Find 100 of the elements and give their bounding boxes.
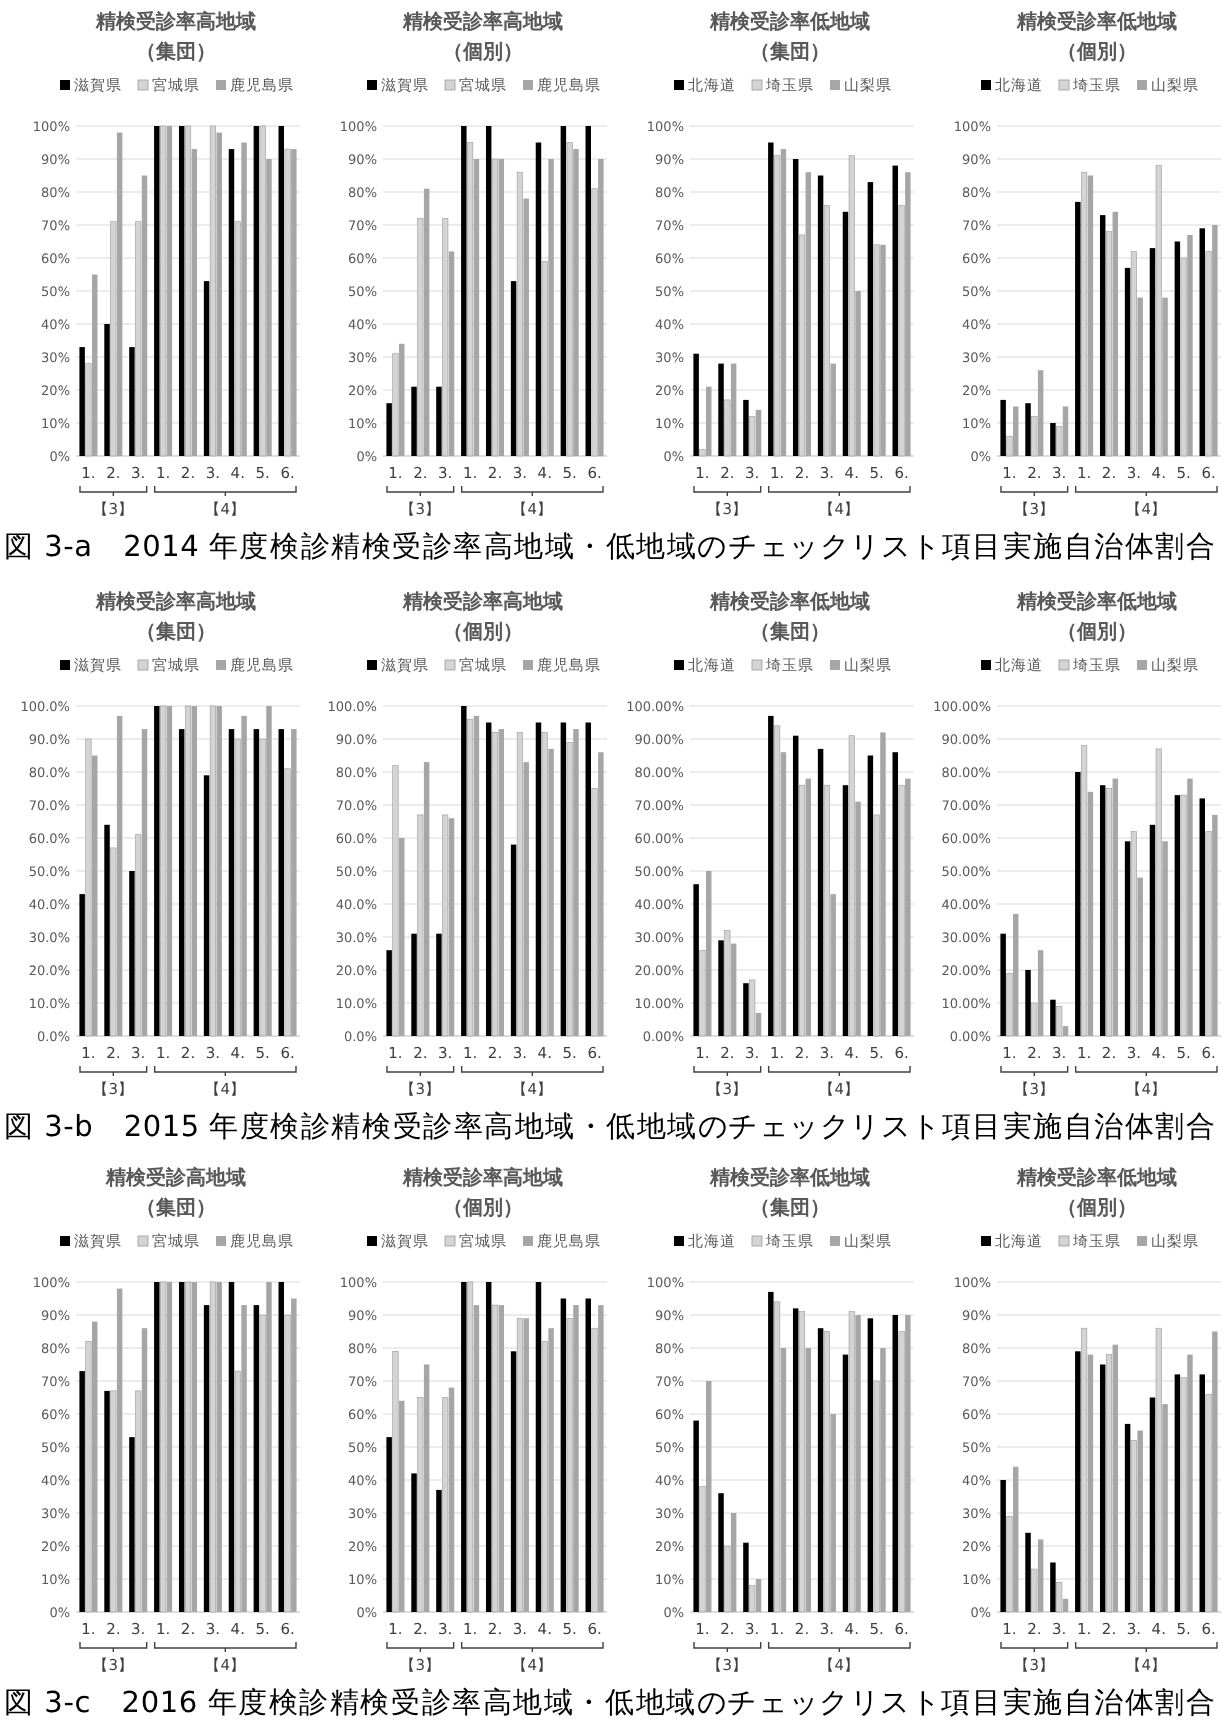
bar [1174, 241, 1181, 456]
bar [485, 722, 492, 1036]
caption: 図 3-b 2015 年度検診精検受診率高地域・低地域のチェックリスト項目実施自治体割合 [4, 1110, 1216, 1144]
bar [743, 1542, 749, 1612]
bar [461, 126, 467, 456]
bar [1112, 1344, 1119, 1612]
bar [706, 386, 712, 456]
bar [1149, 824, 1156, 1036]
bar [216, 1282, 222, 1612]
bar [1062, 406, 1069, 456]
bar [842, 1354, 849, 1612]
bar [535, 1282, 542, 1612]
bar [1099, 215, 1106, 456]
bar [892, 752, 898, 1036]
bar [1199, 798, 1205, 1036]
bar [1075, 1351, 1081, 1612]
bar [129, 871, 135, 1036]
bar [548, 159, 554, 456]
bar [266, 1282, 272, 1612]
chart-title: 精検受診率低地域 [1015, 10, 1177, 34]
bar [1099, 1364, 1106, 1612]
bar [805, 778, 812, 1036]
chart-title: 精検受診率低地域 [1015, 1166, 1177, 1190]
bar [855, 1315, 861, 1612]
bar [241, 715, 247, 1036]
bar [411, 386, 417, 456]
chart-subtitle: （個別） [443, 40, 523, 64]
bar [216, 132, 222, 456]
bar [598, 159, 604, 456]
bar [166, 126, 173, 456]
bar [1112, 778, 1119, 1036]
bar [892, 1315, 898, 1612]
chart-subtitle: （集団） [750, 620, 830, 644]
bar [792, 1308, 799, 1612]
chart-subtitle: （個別） [1057, 40, 1137, 64]
bar [817, 1328, 824, 1612]
bar [905, 778, 911, 1036]
bar [423, 188, 430, 456]
bar [178, 1282, 185, 1612]
bar [1037, 370, 1044, 456]
chart-subtitle: （個別） [1057, 1196, 1137, 1220]
bar [598, 752, 604, 1036]
bar [768, 1291, 774, 1612]
bar [1013, 406, 1019, 456]
chart-subtitle: （個別） [443, 620, 523, 644]
bar [266, 706, 272, 1036]
bar [1187, 234, 1193, 456]
bar [291, 1298, 297, 1612]
bar [730, 1513, 737, 1612]
bar [817, 748, 824, 1036]
bar [104, 1390, 110, 1612]
bar [485, 126, 492, 456]
bar [693, 884, 699, 1036]
bar [1124, 1423, 1131, 1612]
chart-subtitle: （集団） [136, 620, 216, 644]
bar [154, 126, 160, 456]
bar [1212, 814, 1218, 1036]
bar [1000, 399, 1006, 456]
bar [792, 735, 799, 1036]
bar [448, 818, 455, 1036]
bar [461, 1282, 467, 1612]
chart-title: 精検受診率低地域 [708, 1166, 870, 1190]
bar [1124, 267, 1131, 456]
bar [1025, 403, 1031, 456]
chart-title: 精検受診率高地域 [94, 10, 256, 34]
bar [1112, 211, 1119, 456]
bar [1050, 999, 1056, 1036]
chart-subtitle: （集団） [750, 1196, 830, 1220]
bar [1199, 1374, 1205, 1612]
bar [598, 1305, 604, 1612]
bar [880, 244, 886, 456]
bar [1013, 913, 1019, 1036]
chart-subtitle: （集団） [136, 40, 216, 64]
bar [817, 175, 824, 456]
bar [1124, 841, 1131, 1036]
bar [842, 785, 849, 1036]
bar [1025, 1532, 1031, 1612]
bar [535, 722, 542, 1036]
bar [718, 1493, 724, 1612]
bar [510, 1351, 517, 1612]
bar [129, 347, 135, 456]
bar [1212, 225, 1218, 456]
bar [523, 1318, 529, 1612]
bar [1050, 423, 1056, 456]
bar [755, 1579, 762, 1612]
bar [1174, 795, 1181, 1036]
bar [535, 142, 542, 456]
bar [141, 729, 148, 1036]
bar [79, 894, 85, 1036]
bar [560, 722, 567, 1036]
bar [253, 729, 260, 1036]
bar [1174, 1374, 1181, 1612]
bar [768, 715, 774, 1036]
bar [905, 1315, 911, 1612]
bar [253, 1305, 260, 1612]
bar [241, 1305, 247, 1612]
bar [228, 149, 235, 456]
bar [743, 983, 749, 1036]
bar [768, 142, 774, 456]
bar [498, 1305, 505, 1612]
